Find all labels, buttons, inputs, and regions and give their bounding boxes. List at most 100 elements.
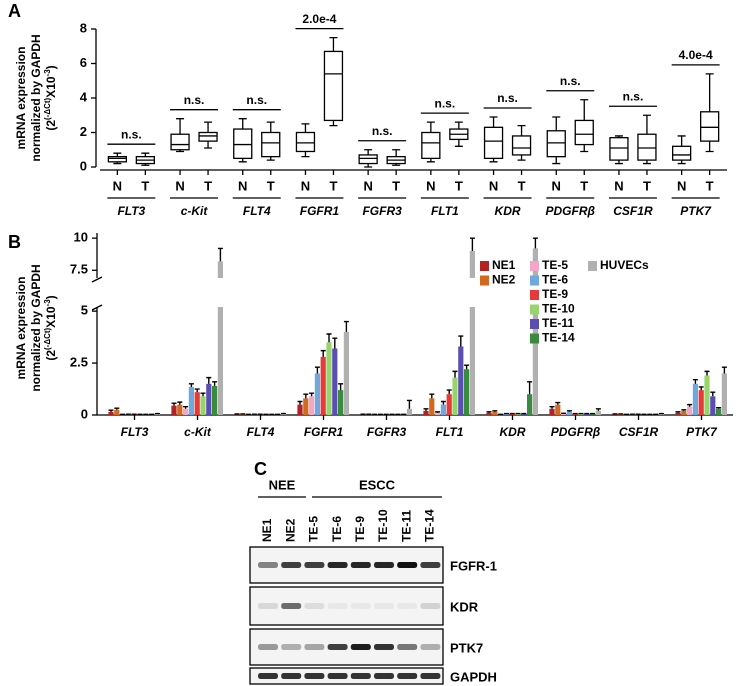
lane-label: TE-10 xyxy=(376,509,390,542)
error-bar xyxy=(440,400,446,405)
group-label: N xyxy=(552,178,561,193)
whisker xyxy=(454,121,463,147)
bar xyxy=(309,396,315,415)
whisker xyxy=(614,135,623,165)
error-bar xyxy=(549,405,555,409)
bar xyxy=(469,251,475,415)
error-bar xyxy=(716,407,722,409)
group-label: N xyxy=(238,178,247,193)
bar xyxy=(326,342,332,415)
error-bar xyxy=(320,349,326,357)
whisker xyxy=(266,121,275,161)
legend-swatch xyxy=(530,304,539,315)
bar xyxy=(206,383,212,415)
annotation: n.s. xyxy=(372,124,393,138)
band xyxy=(304,603,325,609)
box xyxy=(261,131,281,158)
bar xyxy=(314,373,320,415)
band xyxy=(350,644,371,650)
box xyxy=(233,128,253,160)
box xyxy=(170,133,190,151)
legend-swatch xyxy=(530,261,539,271)
bar xyxy=(429,398,435,415)
error-bar xyxy=(469,237,475,251)
bar xyxy=(343,331,349,415)
y-axis-label-part: (2 xyxy=(44,350,58,361)
bar xyxy=(194,392,200,415)
band xyxy=(327,562,348,568)
bar xyxy=(332,348,338,415)
x-tick-label: c-Kit xyxy=(181,204,209,218)
error-bar xyxy=(309,392,315,397)
error-bar xyxy=(217,247,223,262)
whisker xyxy=(329,36,338,127)
bar xyxy=(595,410,601,415)
lane-label: TE-11 xyxy=(399,510,413,542)
whisker xyxy=(642,114,651,165)
bar xyxy=(452,377,458,415)
error-bar xyxy=(710,391,716,397)
legend-label: TE-6 xyxy=(542,273,568,287)
bar xyxy=(217,261,223,415)
whisker xyxy=(517,124,526,161)
bar xyxy=(440,404,446,415)
error-bar xyxy=(183,405,189,409)
error-bar xyxy=(555,401,561,405)
box xyxy=(483,126,504,160)
band xyxy=(258,603,278,609)
legend-label: TE-5 xyxy=(542,258,568,272)
band xyxy=(374,603,394,609)
bar xyxy=(698,390,704,415)
lane-label: TE-9 xyxy=(353,516,367,542)
band xyxy=(350,562,371,568)
row-label: PTK7 xyxy=(450,640,483,655)
whisker xyxy=(301,123,310,158)
error-bar xyxy=(561,412,567,415)
box xyxy=(358,154,378,165)
legend-swatch xyxy=(530,290,539,300)
x-tick-label: PTK7 xyxy=(686,425,718,439)
error-bar xyxy=(566,410,572,412)
bar xyxy=(716,408,722,415)
band xyxy=(374,673,394,679)
error-bar xyxy=(314,366,320,374)
bar xyxy=(492,411,498,415)
whisker xyxy=(489,116,498,163)
error-bar xyxy=(527,381,533,395)
bar xyxy=(687,406,693,415)
legend-swatch xyxy=(530,275,539,286)
whisker xyxy=(426,121,435,163)
y-tick-label: 0 xyxy=(80,158,87,173)
band xyxy=(397,603,418,609)
legend-label: NE2 xyxy=(492,273,516,287)
annotation: n.s. xyxy=(497,91,518,105)
band xyxy=(420,644,441,650)
error-bar xyxy=(114,407,120,410)
legend-label: TE-9 xyxy=(542,287,568,301)
y-axis xyxy=(91,233,103,415)
error-bar xyxy=(303,393,309,399)
row-label: KDR xyxy=(450,599,479,614)
whisker xyxy=(552,116,561,165)
x-tick-label: KDR xyxy=(500,425,526,439)
error-bar xyxy=(206,376,212,384)
error-bar xyxy=(595,408,601,411)
bar xyxy=(566,411,572,415)
x-tick-label: FGFR3 xyxy=(367,425,407,439)
box xyxy=(546,130,566,158)
bar xyxy=(458,346,464,415)
error-bar xyxy=(108,409,114,412)
box xyxy=(700,111,720,142)
band xyxy=(327,673,348,679)
bar xyxy=(338,390,344,415)
error-bar xyxy=(435,411,441,413)
box xyxy=(574,119,594,146)
legend-swatch xyxy=(530,319,539,329)
lane-label: NE2 xyxy=(283,518,297,542)
band xyxy=(304,644,325,650)
group-label: ESCC xyxy=(359,477,396,492)
band xyxy=(420,673,441,679)
band xyxy=(420,603,441,609)
band xyxy=(397,562,418,568)
